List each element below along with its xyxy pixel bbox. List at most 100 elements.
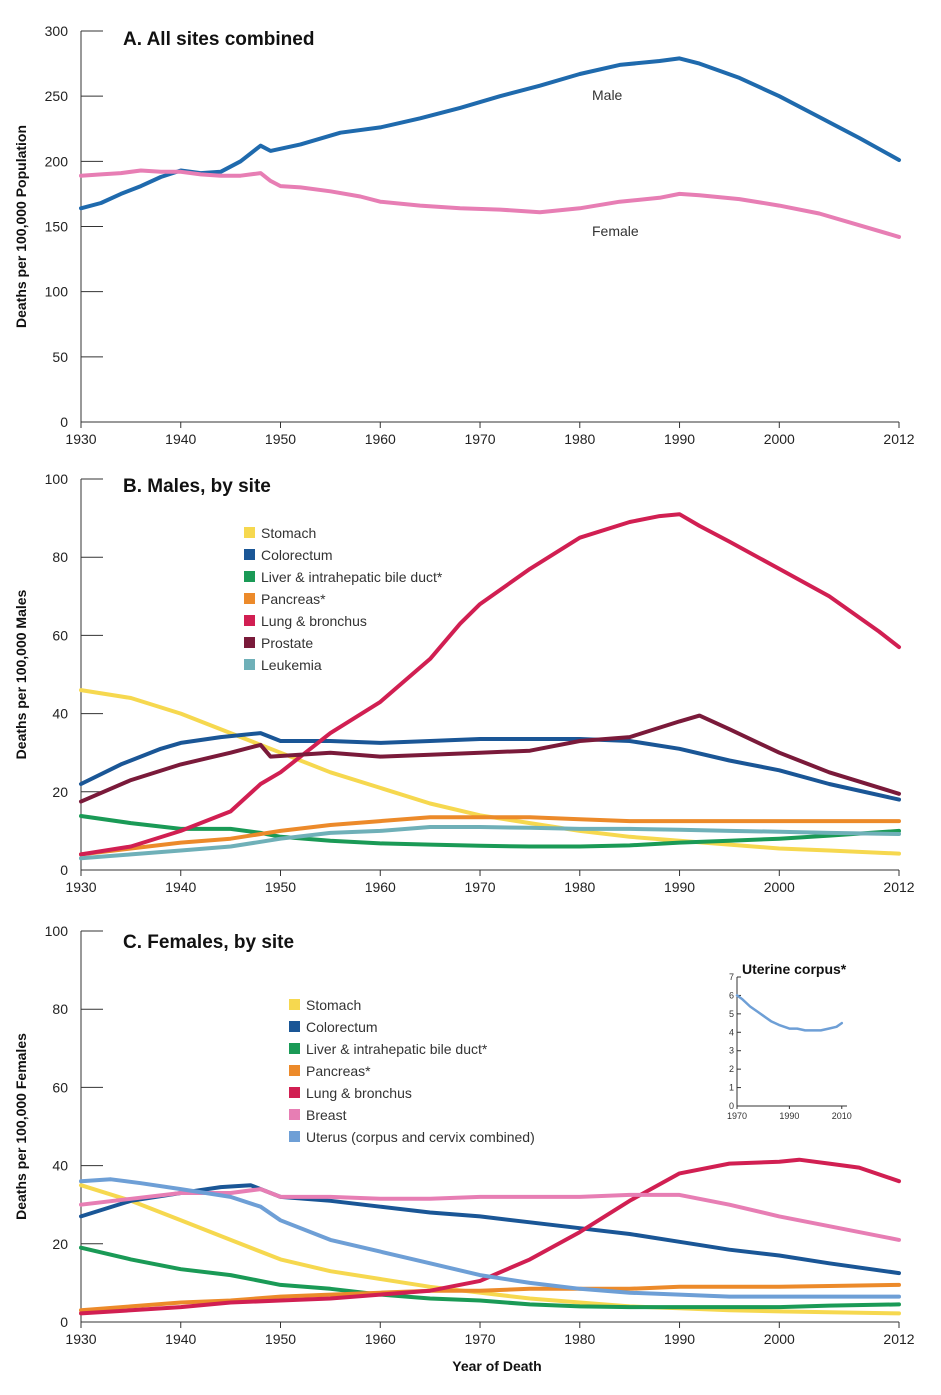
legend-swatch-breast [289,1109,300,1120]
legend-label-breast: Breast [306,1107,347,1123]
x-tick-label: 1960 [365,431,396,447]
x-tick-label: 1930 [65,431,96,447]
y-tick-label: 6 [729,990,734,1000]
y-tick-label: 1 [729,1083,734,1093]
legend-label-lung: Lung & bronchus [306,1085,412,1101]
chart-title: A. All sites combined [123,29,314,50]
series-line-uterus [79,1177,901,1299]
x-tick-label: 1960 [365,879,396,895]
x-tick-label: 1950 [265,431,296,447]
legend-swatch-colorectum [289,1021,300,1032]
y-tick-label: 7 [729,972,734,982]
legend-swatch-stomach [289,999,300,1010]
y-tick-label: 5 [729,1009,734,1019]
y-tick-label: 60 [52,627,68,643]
series-label-1: Female [592,223,639,239]
legend-label-liver: Liver & intrahepatic bile duct* [261,569,443,585]
y-tick-label: 80 [52,549,68,565]
legend-swatch-lung [244,615,255,626]
series-line-female [79,168,901,239]
legend-label-liver: Liver & intrahepatic bile duct* [306,1041,488,1057]
legend-label-lung: Lung & bronchus [261,613,367,629]
x-tick-label: 1940 [165,879,196,895]
x-tick-label: 1990 [664,1331,695,1347]
legend-swatch-colorectum [244,549,255,560]
series-line-colorectum [79,1183,901,1276]
y-tick-label: 150 [45,219,69,235]
x-tick-label: 2000 [764,431,795,447]
y-tick-label: 3 [729,1046,734,1056]
y-tick-label: 100 [45,471,69,487]
chart-title: C. Females, by site [123,932,294,953]
inset-uterine-corpus: 0 1 2 3 4 5 6 7 1970 1990 2010 Uterine corpus* [727,961,852,1121]
legend-swatch-leukemia [244,659,255,670]
series-line-uterine_corpus [735,994,844,1032]
y-axis-label: Deaths per 100,000 Population [13,125,29,328]
legend-label-stomach: Stomach [306,997,361,1013]
x-tick-label: 1980 [564,879,595,895]
y-tick-label: 20 [52,1236,68,1252]
legend-swatch-prostate [244,637,255,648]
x-tick-label: 1940 [165,1331,196,1347]
x-tick-label: 2000 [764,879,795,895]
y-tick-label: 2 [729,1064,734,1074]
series-line-lung [79,1157,901,1316]
x-tick-label: 1970 [464,1331,495,1347]
legend-label-pancreas: Pancreas* [306,1063,371,1079]
y-tick-label: 0 [60,862,68,878]
legend-label-stomach: Stomach [261,525,316,541]
series-line-lung [79,512,901,857]
legend-swatch-lung [289,1087,300,1098]
legend-swatch-liver [244,571,255,582]
x-tick-label: 1950 [265,1331,296,1347]
y-tick-label: 100 [45,923,69,939]
y-tick-label: 200 [45,153,69,169]
y-tick-label: 20 [52,784,68,800]
legend-label-colorectum: Colorectum [261,547,333,563]
x-tick-label: 1990 [664,431,695,447]
y-tick-label: 50 [52,349,68,365]
series-line-male [79,56,901,211]
y-tick-label: 80 [52,1001,68,1017]
legend-swatch-stomach [244,527,255,538]
y-axis-label: Deaths per 100,000 Males [13,589,29,759]
x-tick-label: 1950 [265,879,296,895]
x-tick-label: 1960 [365,1331,396,1347]
x-tick-label: 1970 [464,879,495,895]
y-tick-label: 0 [60,414,68,430]
y-tick-label: 40 [52,1158,68,1174]
x-tick-label: 1940 [165,431,196,447]
legend-label-colorectum: Colorectum [306,1019,378,1035]
series-line-breast [79,1187,901,1242]
series-line-leukemia [79,825,901,861]
legend-label-leukemia: Leukemia [261,657,322,673]
y-axis-label: Deaths per 100,000 Females [13,1033,29,1220]
x-tick-label: 2012 [883,879,914,895]
legend-label-prostate: Prostate [261,635,313,651]
panel-b-males-by-site: 0 20 40 60 80 100 1930 1940 1950 1960 1970 1980 1990… [13,471,915,895]
y-tick-label: 100 [45,284,69,300]
x-tick-label: 2000 [764,1331,795,1347]
x-tick-label: 2012 [883,431,914,447]
x-axis-label: Year of Death [452,1358,541,1374]
y-tick-label: 4 [729,1027,734,1037]
series-line-liver [79,1245,901,1310]
y-tick-label: 300 [45,23,69,39]
series-line-colorectum [79,731,901,802]
chart-title: B. Males, by site [123,476,271,497]
legend-label-uterus: Uterus (corpus and cervix combined) [306,1129,535,1145]
x-tick-label: 1980 [564,431,595,447]
chart-title: Uterine corpus* [742,961,847,977]
series-line-pancreas [79,1282,901,1313]
y-tick-label: 40 [52,706,68,722]
series-line-pancreas [79,815,901,857]
x-tick-label: 1990 [664,879,695,895]
y-tick-label: 60 [52,1079,68,1095]
y-tick-label: 0 [729,1101,734,1111]
series-line-liver [79,814,901,849]
y-tick-label: 250 [45,88,69,104]
legend-swatch-pancreas [289,1065,300,1076]
x-tick-label: 1930 [65,1331,96,1347]
